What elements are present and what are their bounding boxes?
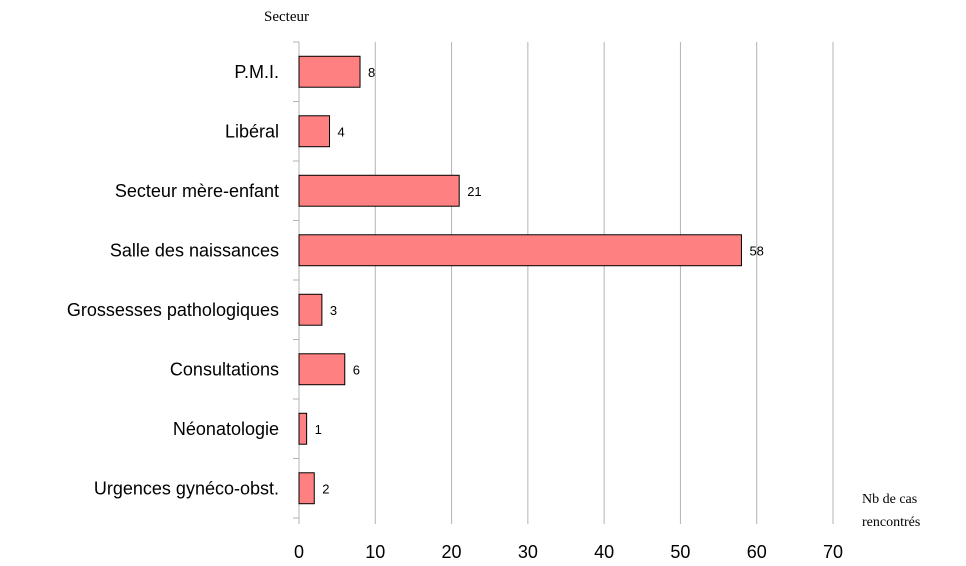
x-axis-title-line2: rencontrés bbox=[862, 515, 920, 530]
data-label: 8 bbox=[368, 65, 375, 80]
x-tick-label: 40 bbox=[594, 542, 614, 562]
category-label: Salle des naissances bbox=[110, 240, 279, 260]
bar bbox=[298, 174, 460, 207]
data-label: 1 bbox=[315, 422, 322, 437]
category-label: Urgences gynéco-obst. bbox=[94, 478, 279, 498]
x-tick-label: 0 bbox=[294, 542, 304, 562]
data-label: 2 bbox=[322, 481, 329, 496]
data-label: 58 bbox=[749, 243, 763, 258]
x-tick-label: 50 bbox=[670, 542, 690, 562]
bar bbox=[298, 115, 331, 148]
category-label: Secteur mère-enfant bbox=[115, 181, 279, 201]
data-label: 21 bbox=[467, 184, 481, 199]
bar bbox=[298, 472, 315, 505]
x-axis-title-line1: Nb de cas bbox=[862, 492, 917, 507]
x-tick-label: 20 bbox=[442, 542, 462, 562]
x-tick-label: 60 bbox=[747, 542, 767, 562]
y-axis-title: Secteur bbox=[264, 9, 309, 25]
bar bbox=[298, 234, 742, 267]
category-label: P.M.I. bbox=[234, 62, 279, 82]
bar bbox=[298, 293, 323, 326]
category-label: Néonatologie bbox=[173, 419, 279, 439]
data-label: 3 bbox=[330, 303, 337, 318]
category-label: Consultations bbox=[170, 359, 279, 379]
x-tick-label: 10 bbox=[365, 542, 385, 562]
bars-layer bbox=[298, 55, 742, 505]
x-tick-label: 30 bbox=[518, 542, 538, 562]
x-tick-label: 70 bbox=[823, 542, 843, 562]
data-label: 4 bbox=[338, 124, 345, 139]
grid-layer bbox=[293, 41, 834, 524]
bar bbox=[298, 412, 308, 445]
data-label: 6 bbox=[353, 362, 360, 377]
bar bbox=[298, 353, 346, 386]
labels-layer: 0 10 20 30 40 50 60 70 P.M.I. 8 Libéral 4 Secteur mè… bbox=[67, 62, 843, 562]
category-label: Libéral bbox=[225, 121, 279, 141]
category-label: Grossesses pathologiques bbox=[67, 300, 279, 320]
bar bbox=[298, 55, 361, 88]
